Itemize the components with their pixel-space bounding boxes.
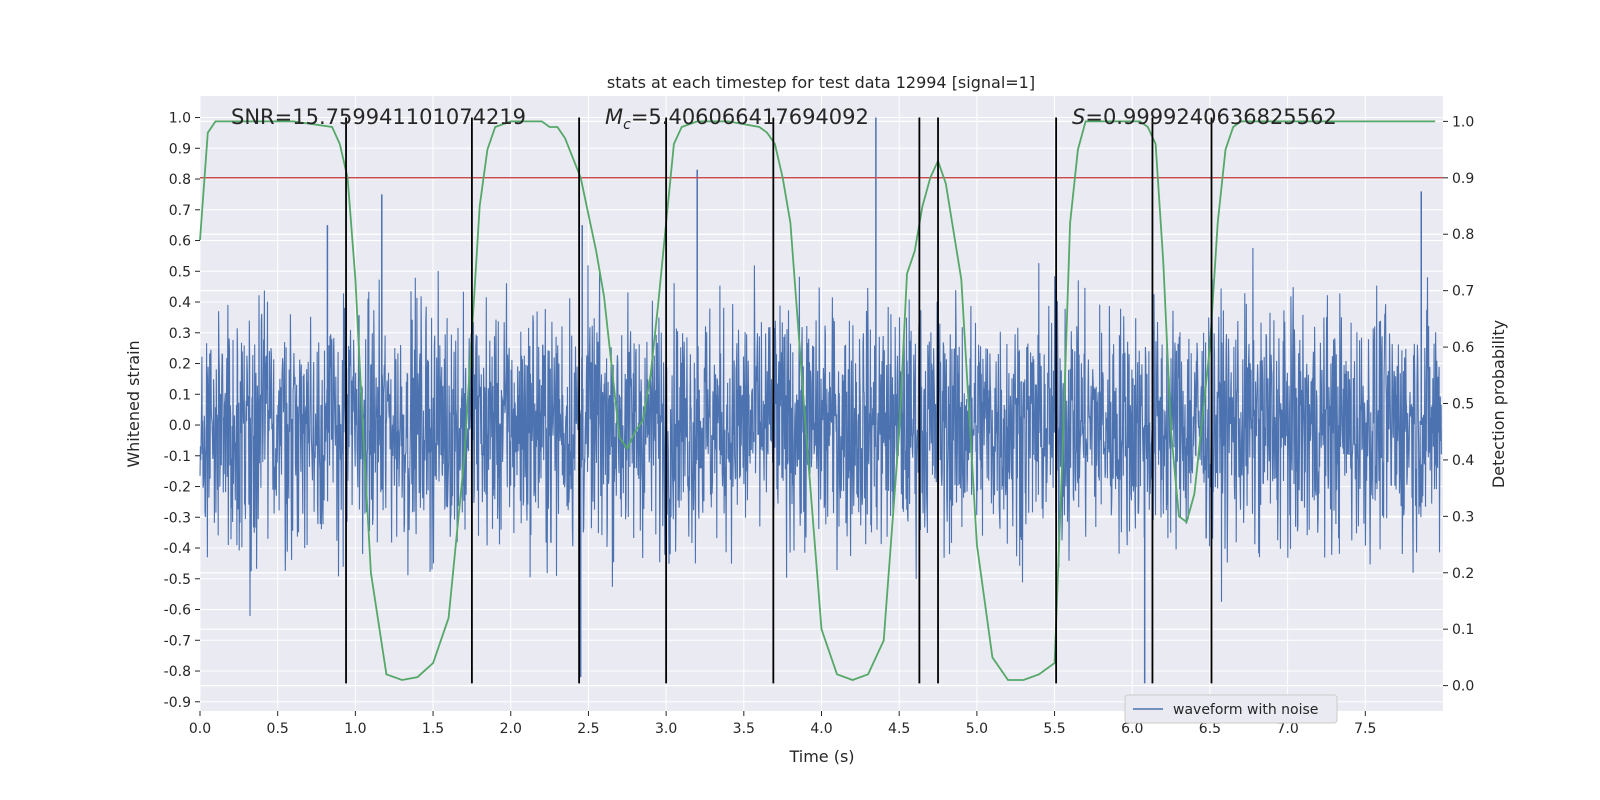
y2-tick-label: 1.0 <box>1452 114 1474 130</box>
y-tick-label: -0.2 <box>164 480 191 496</box>
y-tick-label: 0.2 <box>169 357 191 373</box>
x-tick-label: 5.5 <box>1043 721 1065 737</box>
x-tick-label: 0.5 <box>267 721 289 737</box>
x-tick-label: 3.0 <box>655 721 677 737</box>
y-tick-label: -0.9 <box>164 695 191 711</box>
chirp-mass-annotation: Mc=5.406066417694092 <box>605 105 869 133</box>
y-tick-label: 0.5 <box>169 264 191 280</box>
snr-annotation: SNR=15.759941101074219 <box>231 105 526 129</box>
chirp-mass-symbol: M <box>605 105 623 129</box>
x-tick-label: 5.0 <box>966 721 988 737</box>
x-tick-label: 1.5 <box>422 721 444 737</box>
y-tick-label: 0.7 <box>169 203 191 219</box>
x-tick-label: 2.5 <box>577 721 599 737</box>
significance-symbol: S <box>1072 105 1085 129</box>
legend: waveform with noise <box>1124 694 1338 724</box>
y2-tick-label: 0.5 <box>1452 397 1474 413</box>
significance-annotation: S=0.9999240636825562 <box>1072 105 1337 129</box>
x-tick-label: 6.5 <box>1199 721 1221 737</box>
x-tick-label: 6.0 <box>1121 721 1143 737</box>
y2-tick-label: 0.7 <box>1452 284 1474 300</box>
x-axis-label: Time (s) <box>788 747 854 766</box>
x-tick-label: 3.5 <box>733 721 755 737</box>
y-tick-label: 0.9 <box>169 141 191 157</box>
y2-tick-label: 0.3 <box>1452 509 1474 525</box>
x-tick-label: 0.0 <box>189 721 211 737</box>
y2-tick-label: 0.0 <box>1452 679 1474 695</box>
y-tick-label: 0.3 <box>169 326 191 342</box>
y-tick-label: 0.6 <box>169 234 191 250</box>
x-tick-label: 1.0 <box>344 721 366 737</box>
x-tick-label: 4.0 <box>810 721 832 737</box>
y-tick-label: 0.0 <box>169 418 191 434</box>
y-tick-label: 0.1 <box>169 387 191 403</box>
y2-tick-label: 0.6 <box>1452 340 1474 356</box>
x-tick-label: 2.0 <box>500 721 522 737</box>
y2-tick-label: 0.1 <box>1452 622 1474 638</box>
y-tick-label: 1.0 <box>169 111 191 127</box>
waveform-line <box>199 247 1442 617</box>
y-tick-label: -0.7 <box>164 633 191 649</box>
legend-label-waveform: waveform with noise <box>1173 702 1318 718</box>
x-tick-label: 7.5 <box>1354 721 1376 737</box>
y-tick-label: -0.1 <box>164 449 191 465</box>
y-axis-label: Whitened strain <box>124 340 143 467</box>
x-tick-label: 4.5 <box>888 721 910 737</box>
y2-tick-label: 0.8 <box>1452 227 1474 243</box>
legend-box <box>1124 694 1338 724</box>
axis-ticks: 0.0 0.5 1.0 1.5 2.0 2.5 3.0 3.5 4.0 4.5 5.0 5.5 6.0 6… <box>164 111 1475 737</box>
y-tick-label: -0.3 <box>164 510 191 526</box>
y-tick-label: -0.4 <box>164 541 191 557</box>
y2-tick-label: 0.4 <box>1452 453 1474 469</box>
chirp-mass-subscript: c <box>623 117 631 133</box>
y-tick-label: -0.8 <box>164 664 191 680</box>
y-tick-label: -0.6 <box>164 603 191 619</box>
y-tick-label: 0.4 <box>169 295 191 311</box>
vertical-marker-lines <box>345 117 1213 684</box>
waveform-series <box>199 117 1442 684</box>
y-tick-label: -0.5 <box>164 572 191 588</box>
y2-tick-label: 0.9 <box>1452 171 1474 187</box>
x-tick-label: 7.0 <box>1276 721 1298 737</box>
y2-tick-label: 0.2 <box>1452 566 1474 582</box>
significance-value: =0.9999240636825562 <box>1085 105 1336 129</box>
chirp-mass-value: =5.406066417694092 <box>631 105 869 129</box>
chart-title: stats at each timestep for test data 129… <box>607 73 1035 92</box>
y-tick-label: 0.8 <box>169 172 191 188</box>
y2-axis-label: Detection probability <box>1489 320 1508 488</box>
